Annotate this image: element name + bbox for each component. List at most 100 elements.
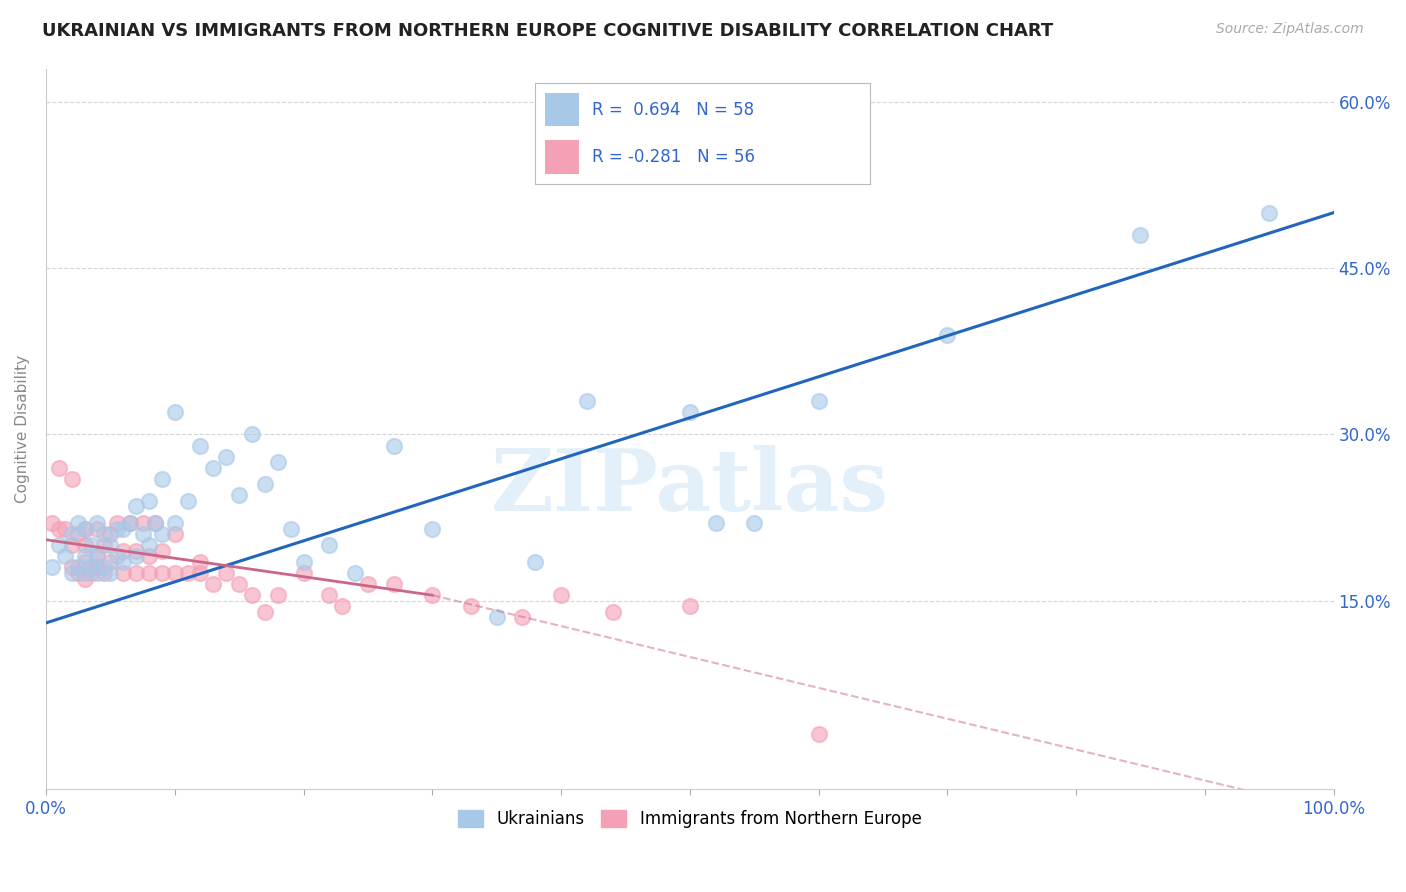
Point (145, 516, 167, 530)
Point (704, 516, 727, 530)
Point (98, 555, 121, 569)
Point (357, 577, 380, 591)
Point (86, 516, 108, 530)
Point (105, 549, 128, 564)
Point (112, 555, 135, 569)
Point (73, 566, 96, 580)
Text: ZIPatlas: ZIPatlas (491, 444, 889, 529)
Point (138, 566, 160, 580)
Point (524, 555, 547, 569)
Point (280, 522, 302, 536)
Point (150, 527, 173, 541)
Point (73, 522, 96, 536)
Point (202, 577, 225, 591)
Point (550, 588, 572, 602)
Point (118, 516, 141, 530)
Point (163, 405, 186, 419)
Point (86, 549, 108, 564)
Point (105, 516, 128, 530)
Point (267, 455, 290, 469)
Point (67, 566, 90, 580)
Point (60, 527, 83, 541)
Legend: Ukrainians, Immigrants from Northern Europe: Ukrainians, Immigrants from Northern Eur… (451, 804, 928, 835)
Point (176, 566, 198, 580)
Point (163, 527, 186, 541)
Point (228, 577, 250, 591)
Point (679, 599, 702, 614)
Point (80, 566, 103, 580)
Point (190, 438, 212, 452)
Point (60, 538, 83, 552)
Point (86, 549, 108, 564)
Point (936, 327, 959, 342)
Point (138, 494, 160, 508)
Point (93, 527, 115, 541)
Point (240, 427, 263, 442)
Point (112, 566, 135, 580)
Point (86, 560, 108, 574)
Point (86, 522, 108, 536)
Point (67, 527, 90, 541)
Point (215, 450, 238, 464)
Point (1129, 227, 1152, 242)
Point (807, 727, 830, 741)
Point (330, 599, 353, 614)
Point (807, 394, 830, 409)
Point (253, 605, 276, 619)
Point (318, 588, 340, 602)
Point (190, 555, 212, 569)
Point (163, 566, 186, 580)
Point (176, 494, 198, 508)
Point (131, 527, 153, 541)
Point (131, 516, 153, 530)
Point (48, 522, 70, 536)
Point (292, 566, 315, 580)
Y-axis label: Cognitive Disability: Cognitive Disability (15, 355, 30, 503)
Point (292, 555, 315, 569)
Point (73, 555, 96, 569)
Point (73, 572, 96, 586)
Point (382, 438, 405, 452)
Point (512, 610, 534, 624)
Point (98, 538, 121, 552)
Point (67, 560, 90, 574)
Point (485, 610, 508, 624)
Point (742, 516, 765, 530)
Point (53, 549, 76, 564)
Point (202, 460, 225, 475)
Point (145, 516, 167, 530)
Point (41, 560, 63, 574)
Point (228, 488, 250, 502)
Point (150, 544, 173, 558)
Point (253, 477, 276, 491)
Point (125, 544, 148, 558)
Point (1258, 205, 1281, 219)
Point (575, 394, 598, 409)
Point (125, 549, 148, 564)
Point (41, 516, 63, 530)
Point (138, 549, 160, 564)
Point (80, 538, 103, 552)
Text: Source: ZipAtlas.com: Source: ZipAtlas.com (1216, 22, 1364, 37)
Point (60, 560, 83, 574)
Point (267, 588, 290, 602)
Point (138, 538, 160, 552)
Point (215, 566, 238, 580)
Point (67, 516, 90, 530)
Point (318, 538, 340, 552)
Point (73, 522, 96, 536)
Point (112, 544, 135, 558)
Point (98, 566, 121, 580)
Point (125, 566, 148, 580)
Point (150, 566, 173, 580)
Point (190, 566, 212, 580)
Point (420, 522, 443, 536)
Point (53, 522, 76, 536)
Point (60, 566, 83, 580)
Point (73, 549, 96, 564)
Point (86, 566, 108, 580)
Point (602, 605, 624, 619)
Text: UKRAINIAN VS IMMIGRANTS FROM NORTHERN EUROPE COGNITIVE DISABILITY CORRELATION CH: UKRAINIAN VS IMMIGRANTS FROM NORTHERN EU… (42, 22, 1053, 40)
Point (460, 599, 482, 614)
Point (240, 588, 263, 602)
